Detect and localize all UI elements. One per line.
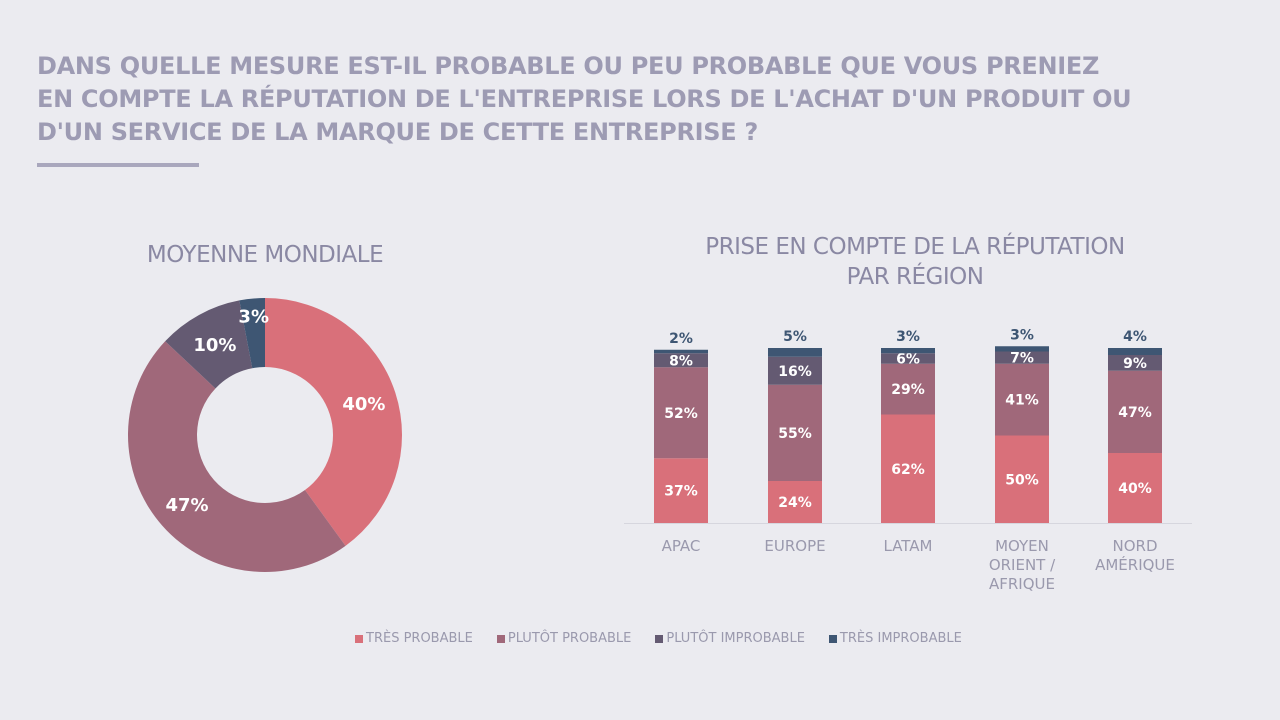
bar-segment <box>654 349 708 354</box>
bar-segment <box>768 384 822 481</box>
page-title: DANS QUELLE MESURE EST-IL PROBABLE OU PE… <box>37 52 1132 146</box>
bar-data-label: 5% <box>783 329 807 345</box>
legend-swatch <box>655 634 664 643</box>
bar-chart-title-line: PRISE EN COMPTE DE LA RÉPUTATION <box>705 234 1125 260</box>
bar-data-label: 37% <box>664 484 698 500</box>
legend-label: PLUTÔT IMPROBABLE <box>666 631 805 646</box>
bar-data-label: 62% <box>891 462 925 478</box>
bar-segment <box>768 481 822 523</box>
legend-label: PLUTÔT PROBABLE <box>507 631 632 646</box>
bar-data-label: 7% <box>1010 351 1034 367</box>
donut-slice <box>165 300 253 389</box>
x-tick-label: AFRIQUE <box>989 575 1055 593</box>
bar-data-label: 52% <box>664 406 698 422</box>
x-tick-label: AMÉRIQUE <box>1095 555 1175 574</box>
bar-segment <box>995 351 1049 364</box>
bar-segment <box>881 348 935 354</box>
bar-segment <box>881 414 935 523</box>
bar-segment <box>995 346 1049 352</box>
bar-data-label: 40% <box>1118 481 1152 497</box>
donut-slice <box>239 298 265 369</box>
x-tick-label: NORD <box>1113 537 1158 555</box>
bar-segment <box>1108 348 1162 355</box>
bar-chart-title-line: PAR RÉGION <box>846 264 984 290</box>
legend-swatch <box>496 634 505 643</box>
legend-label: TRÈS IMPROBABLE <box>839 631 962 646</box>
x-tick-label: LATAM <box>884 537 933 555</box>
bar-segment <box>1108 453 1162 523</box>
bar-data-label: 2% <box>669 331 693 347</box>
bar-data-label: 29% <box>891 382 925 398</box>
bar-segment <box>881 353 935 364</box>
legend-item: PLUTÔT PROBABLE <box>496 631 632 646</box>
legend: TRÈS PROBABLE PLUTÔT PROBABLE PLUTÔT IMPRO… <box>355 631 962 646</box>
bar-data-label: 9% <box>1123 356 1147 372</box>
bar-segment <box>654 458 708 523</box>
bar-data-label: 24% <box>778 495 812 511</box>
donut-title: MOYENNE MONDIALE <box>146 242 384 268</box>
bar-data-label: 3% <box>1010 327 1034 343</box>
donut-label: 47% <box>165 495 208 516</box>
x-tick-label: APAC <box>662 537 701 555</box>
bar-data-label: 55% <box>778 426 812 442</box>
bar-segment <box>654 367 708 459</box>
bar-chart-title: PRISE EN COMPTE DE LA RÉPUTATION PAR RÉG… <box>640 232 1190 292</box>
bar-segment <box>768 348 822 357</box>
bar-data-label: 50% <box>1005 472 1039 488</box>
legend-swatch <box>355 634 363 643</box>
donut-slice <box>265 298 402 546</box>
donut-slice <box>127 341 346 573</box>
legend-item: PLUTÔT IMPROBABLE <box>655 631 805 646</box>
bar-segment <box>768 356 822 385</box>
legend-item: TRÈS PROBABLE <box>355 631 473 646</box>
x-tick-label: ORIENT / <box>989 556 1056 574</box>
bar-segment <box>654 353 708 368</box>
title-underline <box>37 163 199 167</box>
x-tick-label: MOYEN <box>995 537 1049 555</box>
donut-label: 3% <box>238 307 269 328</box>
legend-label: TRÈS PROBABLE <box>366 631 473 646</box>
legend-swatch <box>828 634 837 643</box>
x-tick-label: EUROPE <box>764 537 825 555</box>
bar-data-label: 6% <box>896 352 920 368</box>
bar-data-label: 41% <box>1005 393 1039 409</box>
donut-label: 40% <box>342 394 385 415</box>
bar-segment <box>995 435 1049 523</box>
donut-label: 10% <box>193 335 236 356</box>
bar-segment <box>1108 355 1162 371</box>
bar-segment <box>1108 370 1162 453</box>
bar-data-label: 4% <box>1123 329 1147 345</box>
bar-data-label: 16% <box>778 364 812 380</box>
bar-data-label: 3% <box>896 329 920 345</box>
legend-item: TRÈS IMPROBABLE <box>828 631 962 646</box>
bar-segment <box>881 363 935 415</box>
bar-segment <box>995 363 1049 436</box>
bar-data-label: 47% <box>1118 405 1152 421</box>
bar-data-label: 8% <box>669 353 693 369</box>
